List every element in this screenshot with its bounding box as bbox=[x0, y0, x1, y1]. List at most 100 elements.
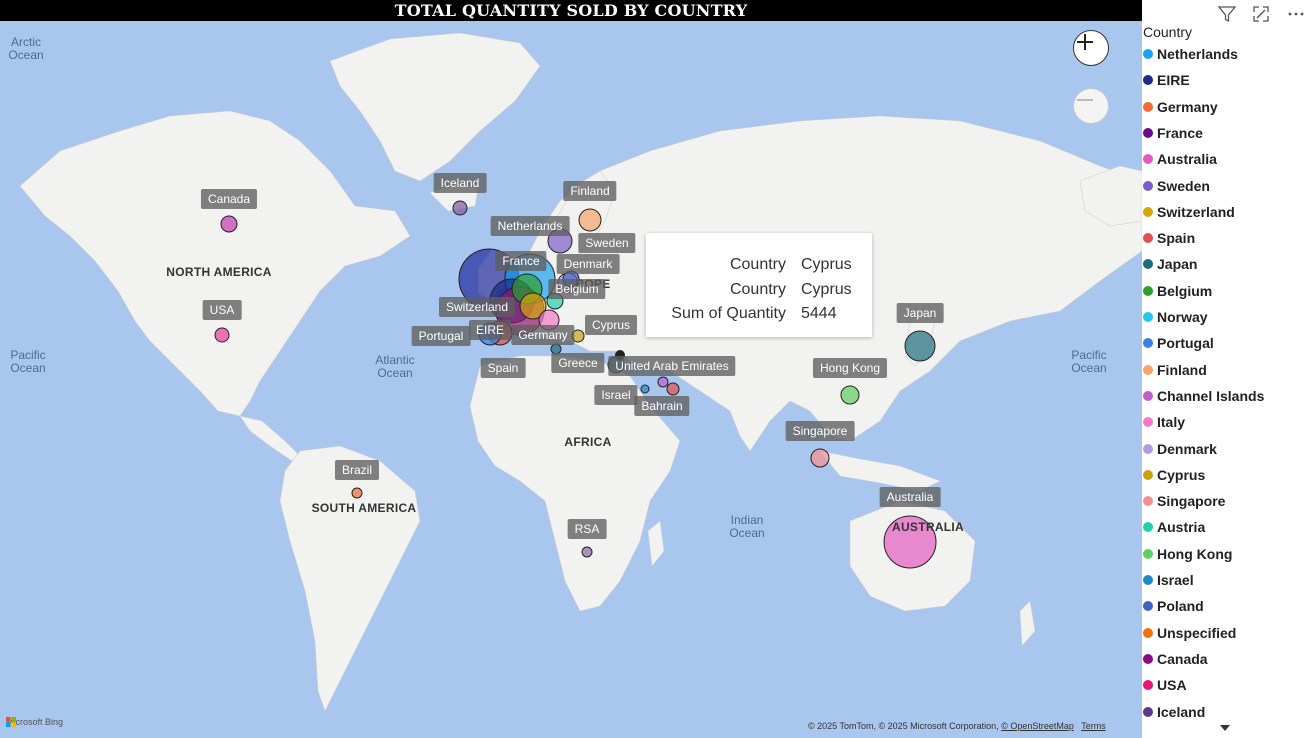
tooltip-value: Cyprus bbox=[801, 256, 852, 273]
legend-item-finland[interactable]: Finland bbox=[1143, 360, 1207, 380]
legend-item-portugal[interactable]: Portugal bbox=[1143, 333, 1214, 353]
legend-item-canada[interactable]: Canada bbox=[1143, 649, 1208, 669]
country-label-germany: Germany bbox=[511, 325, 575, 345]
legend-item-australia[interactable]: Australia bbox=[1143, 149, 1217, 169]
legend-scroll-down-icon[interactable] bbox=[1220, 725, 1230, 731]
bubble-japan[interactable] bbox=[904, 330, 936, 362]
legend-item-netherlands[interactable]: Netherlands bbox=[1143, 44, 1238, 64]
legend-label: Switzerland bbox=[1157, 203, 1235, 220]
country-label-greece: Greece bbox=[551, 353, 605, 373]
legend-item-poland[interactable]: Poland bbox=[1143, 596, 1204, 616]
country-label-eire: EIRE bbox=[468, 320, 512, 340]
focus-mode-icon[interactable] bbox=[1249, 3, 1273, 25]
legend-item-singapore[interactable]: Singapore bbox=[1143, 491, 1225, 511]
bubble-channel-islands[interactable] bbox=[657, 376, 669, 388]
legend-item-italy[interactable]: Italy bbox=[1143, 412, 1185, 432]
ocean-label-atlantic: Atlantic Ocean bbox=[375, 353, 415, 380]
tooltip-key: Country bbox=[729, 281, 786, 298]
legend-dot-icon bbox=[1143, 575, 1153, 585]
bubble-canada[interactable] bbox=[220, 215, 238, 233]
legend-item-sweden[interactable]: Sweden bbox=[1143, 176, 1210, 196]
legend-label: Germany bbox=[1157, 98, 1218, 115]
legend-item-belgium[interactable]: Belgium bbox=[1143, 281, 1212, 301]
legend-item-japan[interactable]: Japan bbox=[1143, 254, 1197, 274]
bubble-switzerland[interactable] bbox=[519, 292, 547, 320]
legend-item-hong-kong[interactable]: Hong Kong bbox=[1143, 544, 1232, 564]
osm-link[interactable]: © OpenStreetMap bbox=[1001, 721, 1074, 731]
zoom-out-button[interactable] bbox=[1073, 88, 1109, 124]
legend-item-norway[interactable]: Norway bbox=[1143, 307, 1208, 327]
legend-label: USA bbox=[1157, 677, 1187, 694]
region-label-australia: AUSTRALIA bbox=[891, 520, 965, 534]
ocean-label-pacific-west: Pacific Ocean bbox=[10, 348, 46, 375]
tooltip-key: Sum of Quantity bbox=[671, 305, 786, 322]
legend-dot-icon bbox=[1143, 154, 1153, 165]
zoom-in-button[interactable] bbox=[1073, 30, 1109, 66]
new-zealand-landmass bbox=[1019, 600, 1036, 647]
filter-icon[interactable] bbox=[1215, 3, 1239, 25]
legend-item-iceland[interactable]: Iceland bbox=[1143, 702, 1205, 722]
country-label-france: France bbox=[495, 251, 547, 271]
legend-label: Japan bbox=[1157, 256, 1198, 273]
bubble-map[interactable]: Arctic Ocean Pacific Ocean Atlantic Ocean P… bbox=[0, 21, 1142, 738]
legend-dot-icon bbox=[1143, 127, 1153, 138]
country-label-denmark: Denmark bbox=[556, 254, 620, 274]
legend-item-switzerland[interactable]: Switzerland bbox=[1143, 202, 1235, 222]
greenland-landmass bbox=[329, 32, 541, 182]
legend-label: EIRE bbox=[1157, 72, 1190, 89]
legend-item-unspecified[interactable]: Unspecified bbox=[1143, 623, 1236, 643]
minus-icon bbox=[1077, 99, 1093, 101]
bubble-bahrain[interactable] bbox=[666, 382, 680, 396]
bubble-israel[interactable] bbox=[640, 384, 650, 394]
legend-item-channel-islands[interactable]: Channel Islands bbox=[1143, 386, 1264, 406]
microsoft-logo-icon bbox=[6, 717, 16, 727]
tooltip-row: Country Cyprus bbox=[646, 281, 872, 301]
country-label-canada: Canada bbox=[200, 189, 258, 209]
country-label-cyprus: Cyprus bbox=[584, 315, 638, 335]
south-america-landmass bbox=[279, 445, 421, 712]
legend-label: Sweden bbox=[1157, 177, 1210, 194]
legend-label: Norway bbox=[1157, 309, 1208, 325]
legend-label: Hong Kong bbox=[1157, 545, 1233, 562]
bubble-australia[interactable] bbox=[883, 515, 937, 569]
ocean-label-indian: Indian Ocean bbox=[729, 513, 765, 540]
bubble-usa[interactable] bbox=[214, 327, 230, 343]
country-label-switzerland: Switzerland bbox=[438, 297, 516, 317]
legend-item-france[interactable]: France bbox=[1143, 123, 1203, 143]
legend-item-eire[interactable]: EIRE bbox=[1143, 70, 1190, 90]
ocean-label-pacific-east: Pacific Ocean bbox=[1071, 348, 1107, 375]
legend-label: Italy bbox=[1157, 414, 1186, 431]
more-options-icon[interactable] bbox=[1284, 3, 1308, 25]
bubble-rsa[interactable] bbox=[581, 546, 593, 558]
legend-item-germany[interactable]: Germany bbox=[1143, 97, 1218, 117]
legend-dot-icon bbox=[1143, 285, 1153, 296]
legend-item-usa[interactable]: USA bbox=[1143, 675, 1187, 695]
country-label-portugal: Portugal bbox=[411, 326, 471, 346]
bubble-hong-kong[interactable] bbox=[840, 385, 860, 405]
legend: Country Netherlands EIRE Germany France Aust… bbox=[1142, 22, 1312, 738]
legend-dot-icon bbox=[1143, 338, 1153, 349]
legend-item-spain[interactable]: Spain bbox=[1143, 228, 1195, 248]
legend-dot-icon bbox=[1143, 496, 1153, 507]
legend-item-israel[interactable]: Israel bbox=[1143, 570, 1194, 590]
plus-icon bbox=[1077, 34, 1093, 50]
bubble-iceland[interactable] bbox=[452, 200, 468, 216]
country-label-united-arab-emirates: United Arab Emirates bbox=[608, 356, 736, 376]
central-america-landmass bbox=[239, 415, 301, 462]
country-label-japan: Japan bbox=[896, 303, 944, 323]
legend-dot-icon bbox=[1143, 180, 1153, 191]
legend-item-denmark[interactable]: Denmark bbox=[1143, 439, 1217, 459]
terms-link[interactable]: Terms bbox=[1081, 721, 1106, 731]
map-copyright: © 2025 TomTom, © 2025 Microsoft Corporat… bbox=[808, 721, 1106, 731]
country-label-brazil: Brazil bbox=[334, 460, 380, 480]
legend-label: Austria bbox=[1157, 519, 1206, 536]
country-label-usa: USA bbox=[202, 300, 242, 320]
tooltip-row: Country Cyprus bbox=[646, 256, 872, 276]
bubble-brazil[interactable] bbox=[351, 487, 363, 499]
country-label-australia: Australia bbox=[879, 487, 941, 507]
legend-item-austria[interactable]: Austria bbox=[1143, 517, 1205, 537]
legend-item-cyprus[interactable]: Cyprus bbox=[1143, 465, 1205, 485]
bubble-singapore[interactable] bbox=[810, 448, 830, 468]
southeast-asia-islands bbox=[819, 450, 941, 492]
bubble-finland[interactable] bbox=[578, 208, 602, 232]
